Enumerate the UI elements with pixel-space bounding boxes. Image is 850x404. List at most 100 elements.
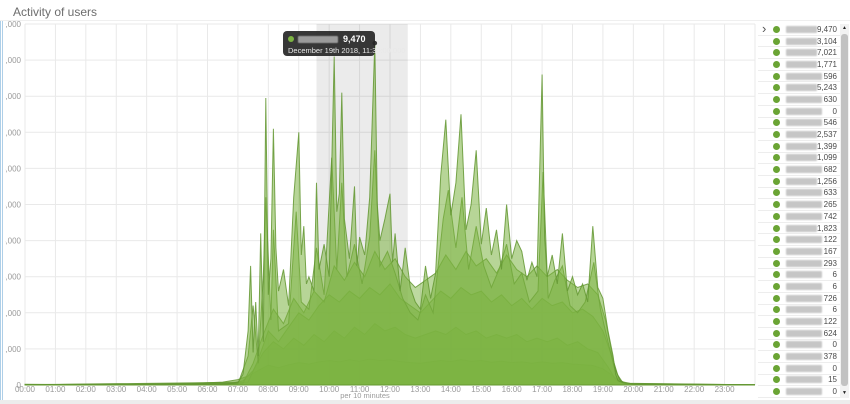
legend-color-dot-icon xyxy=(773,341,780,349)
panel-header: Activity of users xyxy=(0,0,850,21)
legend-item[interactable]: 0 xyxy=(758,386,840,398)
legend-item[interactable]: 122 xyxy=(758,234,840,247)
legend-color-dot-icon xyxy=(773,364,780,372)
legend-label-redacted xyxy=(786,341,822,349)
legend-value: 682 xyxy=(823,165,837,175)
legend-item[interactable]: 1,823 xyxy=(758,223,840,235)
legend-item[interactable]: 6 xyxy=(758,269,840,282)
legend-item[interactable]: 0 xyxy=(758,340,840,352)
legend-color-dot-icon xyxy=(773,37,780,45)
legend-label-redacted xyxy=(786,236,822,244)
scrollbar-up-icon[interactable]: ▲ xyxy=(842,25,847,31)
legend-item[interactable]: 1,771 xyxy=(758,59,840,71)
legend-item[interactable]: 1,256 xyxy=(758,176,840,188)
legend-rows: 9,470 3,104 7,021 1,771 596 5,243 630 0 546 2,537… xyxy=(758,24,840,398)
legend-item[interactable]: 5,243 xyxy=(758,82,840,95)
legend-value: 546 xyxy=(823,118,837,128)
legend-color-dot-icon xyxy=(773,60,780,68)
legend-color-dot-icon xyxy=(773,166,780,174)
legend-label-redacted xyxy=(786,37,817,45)
legend-value: 1,399 xyxy=(816,141,837,151)
legend-label-redacted xyxy=(786,259,822,267)
legend-label-redacted xyxy=(786,353,822,361)
tooltip-series-line: 9,470 xyxy=(288,34,370,44)
legend-color-dot-icon xyxy=(773,107,780,115)
legend-value: 0 xyxy=(832,340,837,350)
legend-value: 3,104 xyxy=(816,36,837,46)
legend-label-redacted xyxy=(786,177,817,185)
legend-color-dot-icon xyxy=(773,189,780,197)
tooltip-series-dot-icon xyxy=(288,36,294,42)
legend-label-redacted xyxy=(786,376,822,384)
x-axis-tick-label: 05:00 xyxy=(167,385,188,394)
legend-value: 6 xyxy=(832,270,837,280)
legend-label-redacted xyxy=(786,72,822,80)
legend-item[interactable]: 2,537 xyxy=(758,129,840,141)
legend-item[interactable]: 596 xyxy=(758,71,840,83)
legend-item[interactable]: 6 xyxy=(758,281,840,293)
legend-value: 742 xyxy=(823,211,837,221)
legend-item[interactable]: 378 xyxy=(758,351,840,363)
legend-item[interactable]: 624 xyxy=(758,328,840,340)
activity-area-chart[interactable]: 0 1,000 2,000 3,000 4,000 5,000 6,000 7,000 8,00… xyxy=(5,21,758,400)
legend-color-dot-icon xyxy=(773,259,780,267)
legend-item[interactable]: 726 xyxy=(758,293,840,305)
legend-color-dot-icon xyxy=(773,282,780,290)
legend-value: 167 xyxy=(823,246,837,256)
legend-item[interactable]: 0 xyxy=(758,363,840,375)
legend-value: 633 xyxy=(823,188,837,198)
x-axis-tick-label: 04:00 xyxy=(137,385,158,394)
y-axis-tick-label: 3,000 xyxy=(5,273,22,282)
legend-item[interactable]: 630 xyxy=(758,94,840,106)
x-axis-tick-label: 15:00 xyxy=(471,385,492,394)
legend-item[interactable]: 6 xyxy=(758,305,840,317)
y-axis-tick-label: 0 xyxy=(17,381,22,390)
area-series[interactable] xyxy=(24,43,755,386)
legend-collapse-icon[interactable]: › xyxy=(762,21,767,36)
x-axis-tick-label: 14:00 xyxy=(441,385,462,394)
legend-color-dot-icon xyxy=(773,25,780,33)
legend-item[interactable]: 742 xyxy=(758,211,840,223)
legend-item[interactable]: 546 xyxy=(758,118,840,130)
legend-item[interactable]: 633 xyxy=(758,188,840,200)
legend-label-redacted xyxy=(786,306,822,314)
scrollbar-thumb[interactable] xyxy=(841,34,848,386)
legend-label-redacted xyxy=(786,25,817,33)
legend-item[interactable]: 15 xyxy=(758,375,840,387)
legend-item[interactable]: 1,399 xyxy=(758,141,840,153)
x-axis-tick-label: 23:00 xyxy=(715,385,736,394)
legend-label-redacted xyxy=(786,271,822,279)
legend-item[interactable]: 0 xyxy=(758,106,840,118)
legend-color-dot-icon xyxy=(773,294,780,302)
legend-item[interactable]: 293 xyxy=(758,258,840,270)
legend-color-dot-icon xyxy=(773,353,780,361)
legend-item[interactable]: 9,470 xyxy=(758,24,840,36)
legend-color-dot-icon xyxy=(773,318,780,326)
legend-item[interactable]: 265 xyxy=(758,199,840,211)
legend-item[interactable]: 122 xyxy=(758,316,840,328)
x-axis-tick-label: 21:00 xyxy=(654,385,675,394)
legend-label-redacted xyxy=(786,201,822,209)
x-axis-tick-label: 01:00 xyxy=(45,385,66,394)
legend-label-redacted xyxy=(786,224,817,232)
legend-value: 624 xyxy=(823,328,837,338)
y-axis-tick-label: 5,000 xyxy=(5,201,22,210)
legend-value: 1,099 xyxy=(816,153,837,163)
legend-item[interactable]: 3,104 xyxy=(758,36,840,48)
legend-color-dot-icon xyxy=(773,247,780,255)
x-axis-tick-label: 10:00 xyxy=(319,385,340,394)
legend-value: 0 xyxy=(832,387,837,397)
legend-value: 6 xyxy=(832,305,837,315)
x-axis-tick-label: 02:00 xyxy=(76,385,97,394)
legend-item[interactable]: 1,099 xyxy=(758,153,840,165)
legend-item[interactable]: 167 xyxy=(758,246,840,258)
legend-item[interactable]: 7,021 xyxy=(758,47,840,60)
page-background-strip xyxy=(0,400,850,404)
x-axis-tick-label: 18:00 xyxy=(562,385,583,394)
legend-scrollbar[interactable]: ▲ ▼ xyxy=(840,24,849,398)
scrollbar-down-icon[interactable]: ▼ xyxy=(842,390,847,396)
chart-tooltip: 9,470 December 19th 2018, 11:30:00.000 xyxy=(283,31,405,56)
legend-label-redacted xyxy=(786,318,822,326)
legend-color-dot-icon xyxy=(773,306,780,314)
legend-item[interactable]: 682 xyxy=(758,164,840,176)
